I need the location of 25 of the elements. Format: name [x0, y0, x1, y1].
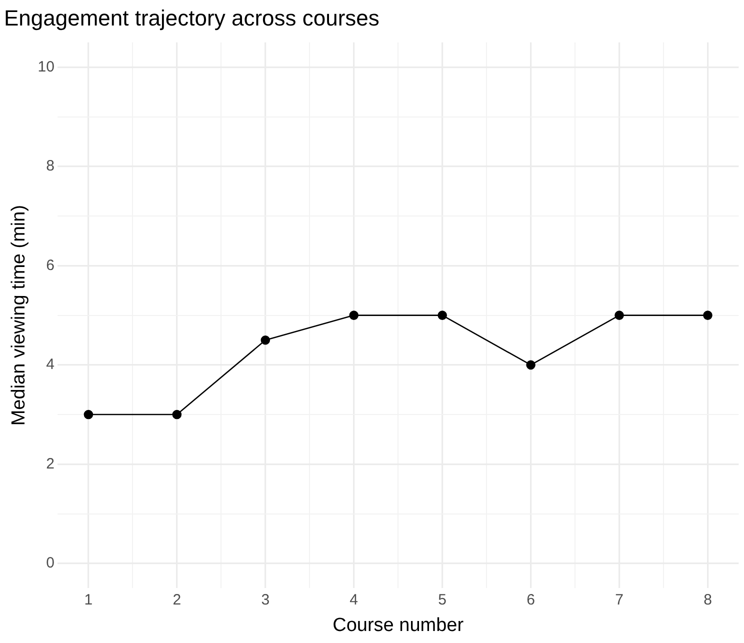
x-tick-label: 5: [438, 591, 446, 608]
point: [438, 310, 447, 320]
x-tick-label: 2: [172, 591, 182, 608]
y-tick-label: 4: [46, 356, 54, 374]
y-tick-label: 8: [46, 158, 54, 175]
point: [703, 310, 712, 320]
x-tick-label: 1: [84, 591, 93, 608]
point: [349, 310, 359, 320]
x-tick-label: 7: [615, 591, 624, 608]
y-tick-label: 0: [46, 554, 54, 572]
point: [260, 335, 270, 345]
x-tick-label: 8: [704, 591, 712, 608]
x-tick-label: 3: [261, 591, 270, 608]
y-axis-title: Median viewing time (min): [8, 204, 30, 426]
chart-title: Engagement trajectory across courses: [4, 5, 380, 30]
point: [526, 360, 536, 370]
point: [614, 310, 624, 320]
y-tick-label: 2: [46, 455, 54, 472]
x-tick-label: 4: [350, 591, 358, 608]
y-tick-label: 10: [38, 58, 54, 76]
y-tick-label: 6: [46, 256, 54, 274]
x-axis-title: Course number: [332, 614, 464, 636]
point: [172, 410, 182, 420]
point: [84, 410, 94, 420]
x-tick-label: 6: [526, 591, 535, 608]
